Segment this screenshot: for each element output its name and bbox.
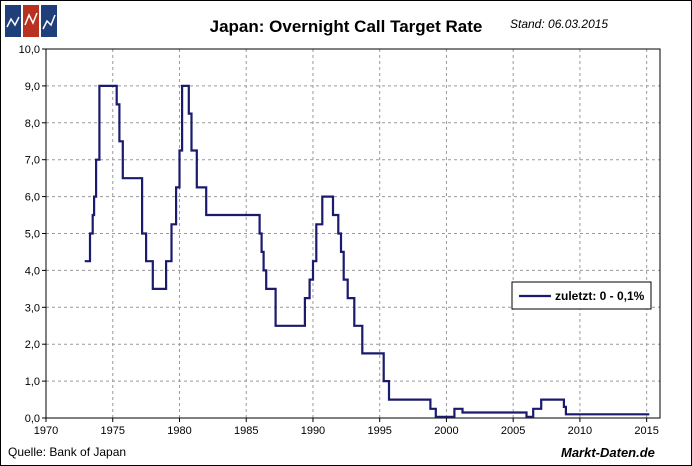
y-tick-label: 1,0 xyxy=(25,376,40,388)
brand-name: Markt-Daten.de xyxy=(561,445,655,460)
y-tick-label: 9,0 xyxy=(25,81,40,93)
as-of-date: Stand: 06.03.2015 xyxy=(510,17,609,31)
y-tick-label: 0,0 xyxy=(25,413,40,425)
y-tick-label: 6,0 xyxy=(25,192,40,204)
x-tick-label: 1990 xyxy=(301,425,325,437)
y-axis-ticks: 0,0 1,0 2,0 3,0 4,0 5,0 6,0 7,0 8,0 9,0 10,0 xyxy=(19,44,46,425)
x-tick-label: 2015 xyxy=(634,425,658,437)
x-axis-ticks: 1970 1975 1980 1985 1990 1995 2000 2005 2010 2015 xyxy=(34,418,659,437)
y-tick-label: 2,0 xyxy=(25,339,40,351)
y-tick-label: 3,0 xyxy=(25,302,40,314)
logo-panel-middle xyxy=(23,5,39,37)
x-tick-label: 1975 xyxy=(100,425,124,437)
legend-box: zuletzt: 0 - 0,1% xyxy=(511,281,652,310)
y-tick-label: 8,0 xyxy=(25,118,40,130)
x-tick-label: 1980 xyxy=(167,425,191,437)
legend-label: zuletzt: 0 - 0,1% xyxy=(555,289,645,303)
markt-daten-logo xyxy=(5,5,57,37)
x-tick-label: 1970 xyxy=(34,425,58,437)
y-tick-label: 5,0 xyxy=(25,229,40,241)
x-tick-label: 1995 xyxy=(367,425,391,437)
y-tick-label: 7,0 xyxy=(25,155,40,167)
x-tick-label: 2010 xyxy=(568,425,592,437)
chart-title: Japan: Overnight Call Target Rate xyxy=(209,17,483,36)
source-note: Quelle: Bank of Japan xyxy=(8,445,127,459)
x-tick-label: 2005 xyxy=(501,425,525,437)
x-tick-label: 1985 xyxy=(234,425,258,437)
grid-lines xyxy=(46,49,660,418)
y-tick-label: 4,0 xyxy=(25,265,40,277)
series-line-call-rate xyxy=(84,84,650,418)
logo-panel-right xyxy=(41,5,57,37)
y-tick-label: 10,0 xyxy=(19,44,40,56)
x-tick-label: 2000 xyxy=(434,425,458,437)
